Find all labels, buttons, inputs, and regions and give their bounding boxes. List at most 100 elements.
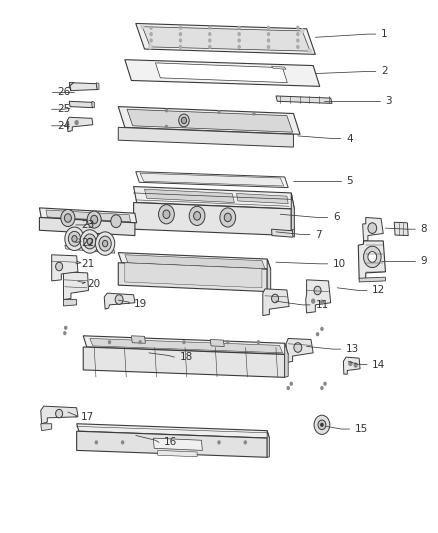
Polygon shape xyxy=(127,109,293,132)
Circle shape xyxy=(368,252,377,262)
Circle shape xyxy=(208,26,212,30)
Polygon shape xyxy=(46,210,131,222)
Circle shape xyxy=(95,440,98,445)
Circle shape xyxy=(179,26,182,30)
Circle shape xyxy=(321,423,323,426)
Polygon shape xyxy=(394,222,408,236)
Text: 23: 23 xyxy=(81,220,94,230)
Circle shape xyxy=(294,343,302,352)
Text: 26: 26 xyxy=(57,87,70,96)
Polygon shape xyxy=(92,101,95,108)
Polygon shape xyxy=(142,27,310,51)
Circle shape xyxy=(314,286,321,295)
Circle shape xyxy=(63,331,67,335)
Polygon shape xyxy=(69,83,97,91)
Polygon shape xyxy=(136,23,315,54)
Text: 19: 19 xyxy=(134,299,147,309)
Polygon shape xyxy=(41,406,78,424)
Circle shape xyxy=(99,236,111,251)
Text: 11: 11 xyxy=(315,300,328,310)
Circle shape xyxy=(267,38,270,43)
Circle shape xyxy=(182,340,186,344)
Text: 15: 15 xyxy=(355,424,368,434)
Polygon shape xyxy=(136,172,288,188)
Circle shape xyxy=(121,440,124,445)
Polygon shape xyxy=(64,300,77,306)
Bar xyxy=(53,256,66,264)
Circle shape xyxy=(149,26,153,30)
Circle shape xyxy=(267,32,270,36)
Polygon shape xyxy=(125,60,320,86)
Circle shape xyxy=(87,211,101,228)
Circle shape xyxy=(237,38,241,43)
Circle shape xyxy=(208,38,212,43)
Circle shape xyxy=(179,114,189,127)
Circle shape xyxy=(163,210,170,219)
Text: 20: 20 xyxy=(88,279,101,288)
Circle shape xyxy=(108,340,111,344)
Circle shape xyxy=(314,415,330,434)
Polygon shape xyxy=(118,127,293,147)
Polygon shape xyxy=(52,255,78,281)
Circle shape xyxy=(194,212,201,220)
Circle shape xyxy=(74,120,79,125)
Circle shape xyxy=(252,111,256,116)
Polygon shape xyxy=(272,66,286,69)
Circle shape xyxy=(348,361,353,366)
Polygon shape xyxy=(263,289,289,316)
Circle shape xyxy=(296,45,300,49)
Circle shape xyxy=(316,332,319,336)
Polygon shape xyxy=(125,263,262,288)
Polygon shape xyxy=(125,255,265,269)
Circle shape xyxy=(149,45,153,49)
Circle shape xyxy=(237,32,241,36)
Polygon shape xyxy=(363,217,383,241)
Circle shape xyxy=(111,215,121,228)
Text: 25: 25 xyxy=(57,104,70,114)
Circle shape xyxy=(323,382,327,386)
Circle shape xyxy=(138,340,142,344)
Circle shape xyxy=(179,38,182,43)
Polygon shape xyxy=(96,83,99,90)
Circle shape xyxy=(320,327,324,331)
Text: 7: 7 xyxy=(315,230,322,239)
Circle shape xyxy=(224,213,231,222)
Text: 1: 1 xyxy=(381,29,388,39)
Circle shape xyxy=(300,28,304,34)
Polygon shape xyxy=(64,272,88,300)
Polygon shape xyxy=(293,229,295,237)
Polygon shape xyxy=(306,280,331,313)
Circle shape xyxy=(208,32,212,36)
Polygon shape xyxy=(276,96,332,103)
Text: 2: 2 xyxy=(381,67,388,76)
Circle shape xyxy=(272,294,279,303)
Circle shape xyxy=(91,215,98,224)
Circle shape xyxy=(149,38,153,43)
Text: 5: 5 xyxy=(346,176,353,186)
Text: 22: 22 xyxy=(81,238,94,247)
Polygon shape xyxy=(65,245,115,253)
Circle shape xyxy=(267,26,270,30)
Polygon shape xyxy=(237,193,288,204)
Polygon shape xyxy=(291,193,294,236)
Circle shape xyxy=(95,232,115,255)
Circle shape xyxy=(102,240,108,247)
Polygon shape xyxy=(267,259,271,292)
Circle shape xyxy=(149,32,153,36)
Circle shape xyxy=(208,45,212,49)
Text: 18: 18 xyxy=(180,352,193,362)
Circle shape xyxy=(296,26,300,30)
Circle shape xyxy=(364,246,381,268)
Polygon shape xyxy=(153,438,202,450)
Circle shape xyxy=(237,26,241,30)
Circle shape xyxy=(165,125,168,129)
Circle shape xyxy=(267,45,270,49)
Text: 24: 24 xyxy=(57,121,70,131)
Polygon shape xyxy=(104,293,135,309)
Circle shape xyxy=(68,231,81,246)
Circle shape xyxy=(148,44,152,50)
Polygon shape xyxy=(210,340,224,346)
Circle shape xyxy=(179,32,182,36)
Circle shape xyxy=(217,440,221,445)
Circle shape xyxy=(237,45,241,49)
